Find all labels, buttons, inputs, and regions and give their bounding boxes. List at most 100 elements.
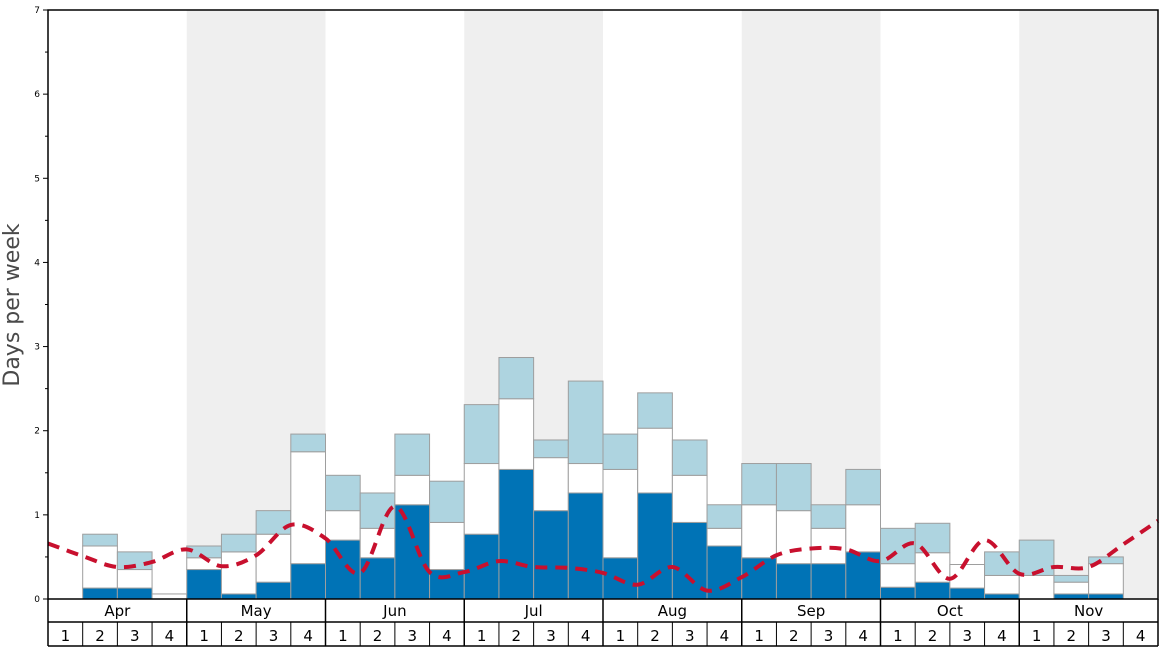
bar-segment-dark	[533, 510, 569, 600]
bar-segment-dark	[810, 563, 847, 600]
month-band-nov	[1019, 10, 1158, 599]
bar-segment-white	[914, 552, 951, 583]
y-tick-label: 1	[34, 511, 40, 521]
bar-segment-light	[810, 504, 847, 529]
bar-segment-dark	[671, 521, 708, 600]
bar-segment-dark	[255, 581, 292, 600]
bar-segment-light	[325, 474, 361, 512]
bar-segment-white	[880, 563, 916, 588]
week-label: 3	[962, 627, 972, 645]
bar-segment-dark	[706, 545, 743, 600]
bar-segment-dark	[1088, 593, 1124, 600]
bar-segment-white	[151, 593, 188, 600]
week-label: 3	[407, 627, 417, 645]
week-label: 3	[685, 627, 695, 645]
bar-segment-dark	[1053, 593, 1090, 600]
dashed-trend-line	[47, 504, 1160, 593]
bar-segment-white	[290, 451, 326, 565]
month-label-jul: Jul	[524, 602, 543, 620]
bar-segment-white	[845, 504, 881, 553]
bar-segment-dark	[325, 539, 361, 600]
bar-segment-white	[637, 427, 673, 494]
bar-segment-dark	[567, 492, 604, 600]
week-label: 1	[199, 627, 209, 645]
week-label: 3	[546, 627, 556, 645]
week-label: 4	[303, 627, 313, 645]
bar-segment-light	[1088, 556, 1124, 565]
week-label: 4	[442, 627, 452, 645]
bar-segment-white	[1088, 563, 1124, 595]
x-axis: Apr 1 2 3 4 May 1 2 3 4 Jun 1 2 3 4 Jul 1 2 3 4 Aug 1 2 3 4 Sep 1 2…	[47, 599, 1159, 647]
week-label: 4	[165, 627, 175, 645]
month-label-jun: Jun	[382, 602, 406, 620]
week-label: 4	[858, 627, 868, 645]
week-label: 1	[616, 627, 626, 645]
bar-segment-dark	[186, 569, 222, 600]
bar-segment-dark	[880, 586, 916, 600]
week-label: 2	[234, 627, 244, 645]
y-tick-label: 2	[34, 427, 40, 437]
bar-segment-dark	[984, 593, 1020, 600]
bar-segment-white	[671, 474, 708, 523]
y-axis: 0 1 2 3 4 5 6 7	[34, 6, 48, 605]
week-label: 3	[1101, 627, 1111, 645]
bar-segment-white	[741, 504, 777, 559]
bar-segment-light	[394, 433, 431, 476]
bar-segment-white	[810, 527, 847, 565]
bar-segment-dark	[82, 587, 118, 600]
week-label: 4	[720, 627, 730, 645]
week-label: 4	[581, 627, 591, 645]
bar-segment-dark	[290, 563, 326, 600]
week-label: 3	[130, 627, 140, 645]
month-bands	[186, 10, 1158, 599]
bar-segment-white	[116, 569, 153, 589]
bar-segment-light	[880, 527, 916, 565]
week-label: 1	[1032, 627, 1042, 645]
bar-segment-light	[706, 504, 743, 529]
bar-segment-light	[220, 533, 257, 553]
month-label-oct: Oct	[937, 602, 963, 620]
week-label: 4	[997, 627, 1007, 645]
bar-segment-light	[82, 533, 118, 547]
bar-segment-dark	[914, 581, 951, 600]
week-label: 1	[338, 627, 348, 645]
week-label: 2	[373, 627, 383, 645]
bar-segment-white	[463, 463, 500, 535]
bar-segment-white	[1053, 581, 1090, 595]
bar-segment-light	[602, 433, 639, 470]
bar-segment-light	[290, 433, 326, 453]
bar-segment-white	[1018, 574, 1055, 600]
y-tick-label: 3	[34, 343, 40, 353]
bar-segment-light	[1018, 539, 1055, 576]
bar-segment-white	[533, 457, 569, 512]
bar-segment-white	[775, 510, 812, 565]
bar-segment-white	[706, 527, 743, 547]
week-label: 1	[893, 627, 903, 645]
bar-segment-white	[429, 521, 465, 571]
bar-segment-dark	[116, 587, 153, 600]
bar-segment-light	[498, 357, 535, 400]
bar-segment-white	[567, 463, 604, 494]
y-tick-label: 7	[34, 6, 40, 16]
bar-segment-light	[671, 439, 708, 476]
bar-segment-dark	[498, 468, 535, 600]
month-label-aug: Aug	[658, 602, 687, 620]
week-label: 1	[754, 627, 764, 645]
week-label: 3	[824, 627, 834, 645]
bar-segment-white	[984, 574, 1020, 595]
bar-segment-light	[637, 392, 673, 429]
week-label: 2	[1067, 627, 1077, 645]
bar-segment-white	[498, 398, 535, 470]
week-label: 4	[1136, 627, 1146, 645]
bar-series	[82, 357, 1124, 600]
month-label-nov: Nov	[1074, 602, 1103, 620]
week-label: 2	[95, 627, 105, 645]
trend-line-layer	[47, 504, 1160, 593]
bar-segment-light	[1053, 574, 1090, 583]
week-label: 2	[928, 627, 938, 645]
bar-segment-white	[325, 510, 361, 541]
bar-segment-dark	[949, 587, 986, 600]
week-label: 2	[789, 627, 799, 645]
